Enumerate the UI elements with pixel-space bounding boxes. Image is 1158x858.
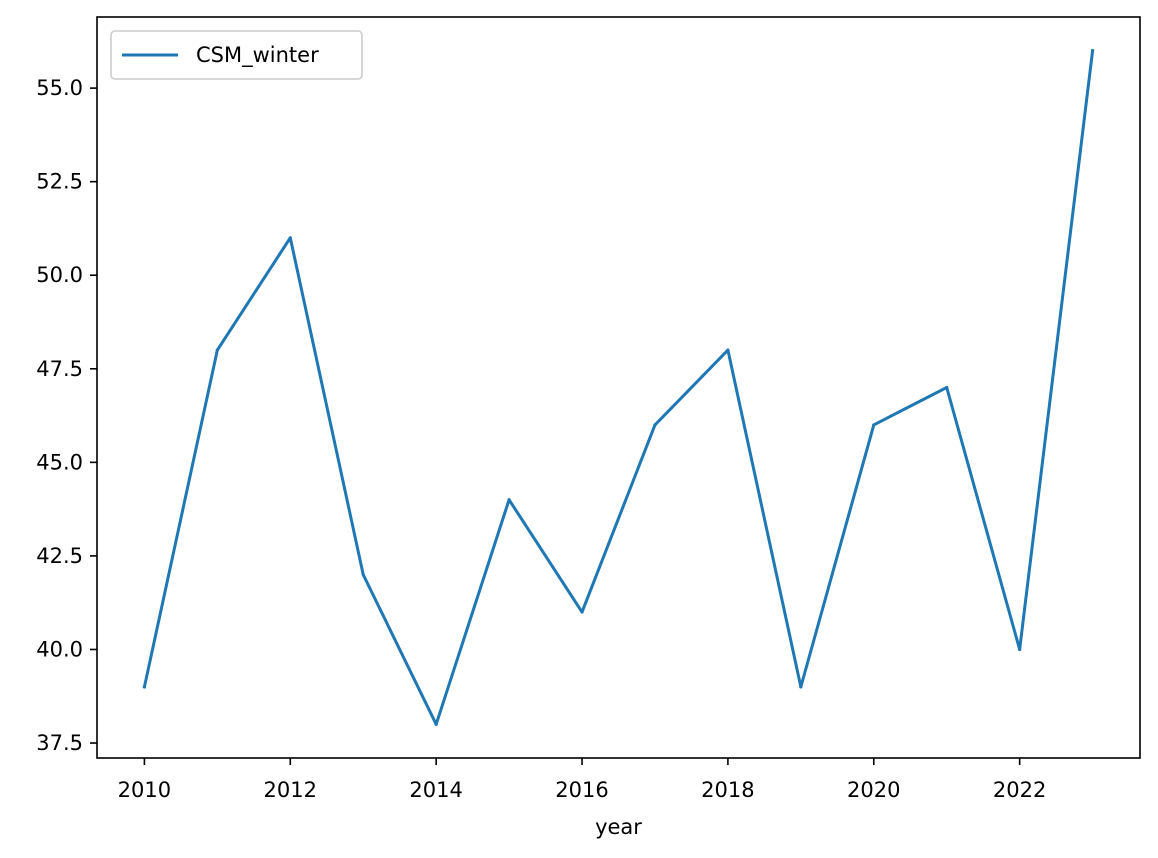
data-point-2019 — [799, 685, 803, 689]
x-tick-label: 2020 — [847, 778, 900, 802]
y-tick-label: 40.0 — [36, 637, 83, 661]
y-tick-label: 55.0 — [36, 76, 83, 100]
x-tick-label: 2018 — [701, 778, 754, 802]
x-tick-label: 2022 — [993, 778, 1046, 802]
data-point-2014 — [434, 722, 438, 726]
y-tick-label: 45.0 — [36, 450, 83, 474]
data-point-2023 — [1090, 49, 1095, 53]
plot-background — [97, 17, 1140, 758]
data-point-2022 — [1018, 647, 1022, 652]
legend-label: CSM_winter — [196, 43, 319, 68]
legend-box — [110, 30, 363, 80]
x-axis-label: year — [595, 815, 642, 839]
data-point-2010 — [142, 685, 147, 689]
data-point-2021 — [945, 385, 949, 390]
data-point-2011 — [215, 348, 219, 352]
y-tick-label: 52.5 — [36, 170, 83, 194]
data-point-2016 — [580, 610, 584, 614]
data-point-2017 — [653, 423, 657, 427]
data-point-2020 — [872, 423, 876, 427]
data-point-2013 — [361, 573, 365, 577]
y-tick-label: 50.0 — [36, 263, 83, 287]
axes-frame — [96, 16, 1141, 759]
y-tick-label: 37.5 — [36, 731, 83, 755]
axis-ticks: 2010 2012 2014 2016 2018 2020 2022 37.5 40.0 42.5… — [36, 76, 1046, 802]
data-point-2015 — [507, 498, 511, 502]
y-tick-label: 47.5 — [36, 357, 83, 381]
x-tick-label: 2014 — [409, 778, 462, 802]
data-point-2018 — [726, 348, 730, 352]
legend: CSM_winter — [110, 30, 363, 80]
series-line-0 — [142, 49, 1095, 726]
x-tick-label: 2016 — [555, 778, 608, 802]
y-tick-label: 42.5 — [36, 544, 83, 568]
x-tick-label: 2010 — [118, 778, 171, 802]
x-tick-label: 2012 — [264, 778, 317, 802]
plot-area — [96, 16, 1141, 759]
data-point-2012 — [288, 236, 292, 240]
